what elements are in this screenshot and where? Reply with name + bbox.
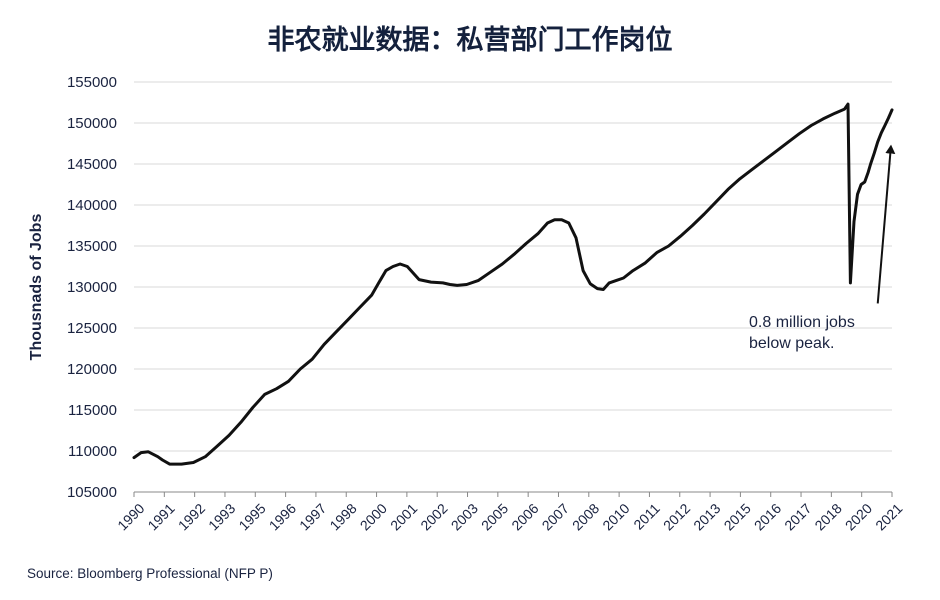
grid-lines [134,81,892,493]
x-tick-label: 2003 [448,500,481,533]
annotation-text-line-1: 0.8 million jobs [749,314,855,331]
x-tick-label: 1992 [175,500,208,533]
x-tick-labels: 1990199119921993199519961997199820002001… [114,492,906,534]
x-tick-label: 2008 [569,500,602,533]
y-tick-label: 105000 [67,484,117,501]
y-tick-label: 120000 [67,361,117,378]
y-tick-label: 125000 [67,320,117,337]
y-tick-label: 145000 [67,156,117,173]
source-note: Source: Bloomberg Professional (NFP P) [27,566,273,581]
x-tick-label: 2010 [599,500,632,533]
x-tick-label: 1996 [266,500,299,533]
x-tick-label: 1991 [144,500,177,533]
x-tick-label: 2018 [811,500,844,533]
y-tick-label: 135000 [67,238,117,255]
series-line-private-payrolls [132,102,894,466]
y-tick-label: 155000 [67,74,117,91]
y-axis-label: Thousnads of Jobs [28,214,45,361]
x-tick-label: 1990 [114,500,147,533]
x-tick-label: 2012 [660,500,693,533]
x-tick-label: 2011 [630,500,663,533]
x-tick-label: 2021 [872,500,905,533]
x-tick-label: 2013 [690,500,723,533]
y-tick-label: 115000 [68,402,117,419]
y-tick-label: 130000 [67,279,117,296]
x-tick-label: 2006 [508,500,541,533]
annotation: 0.8 million jobs below peak. [749,144,896,352]
y-tick-label: 140000 [67,197,117,214]
x-tick-label: 2007 [539,500,572,533]
x-tick-label: 1998 [326,500,359,533]
x-tick-label: 2020 [842,500,875,533]
x-tick-label: 2001 [387,500,420,533]
y-tick-labels: 105000 110000 115000 120000 125000 130000 1350… [67,74,117,501]
x-tick-label: 2002 [417,500,450,533]
y-tick-label: 150000 [67,115,117,132]
x-tick-label: 1993 [205,500,238,533]
y-tick-label: 110000 [68,443,117,460]
annotation-text-line-2: below peak. [749,335,834,352]
x-tick-label: 2005 [478,500,511,533]
x-tick-label: 1995 [235,500,268,533]
x-tick-label: 2017 [781,500,814,533]
x-tick-label: 2015 [721,500,754,533]
x-tick-label: 1997 [296,500,329,533]
x-tick-label: 2000 [357,500,390,533]
annotation-arrow [876,144,896,304]
x-tick-label: 2016 [751,500,784,533]
chart-title: 非农就业数据：私营部门工作岗位 [267,25,673,56]
